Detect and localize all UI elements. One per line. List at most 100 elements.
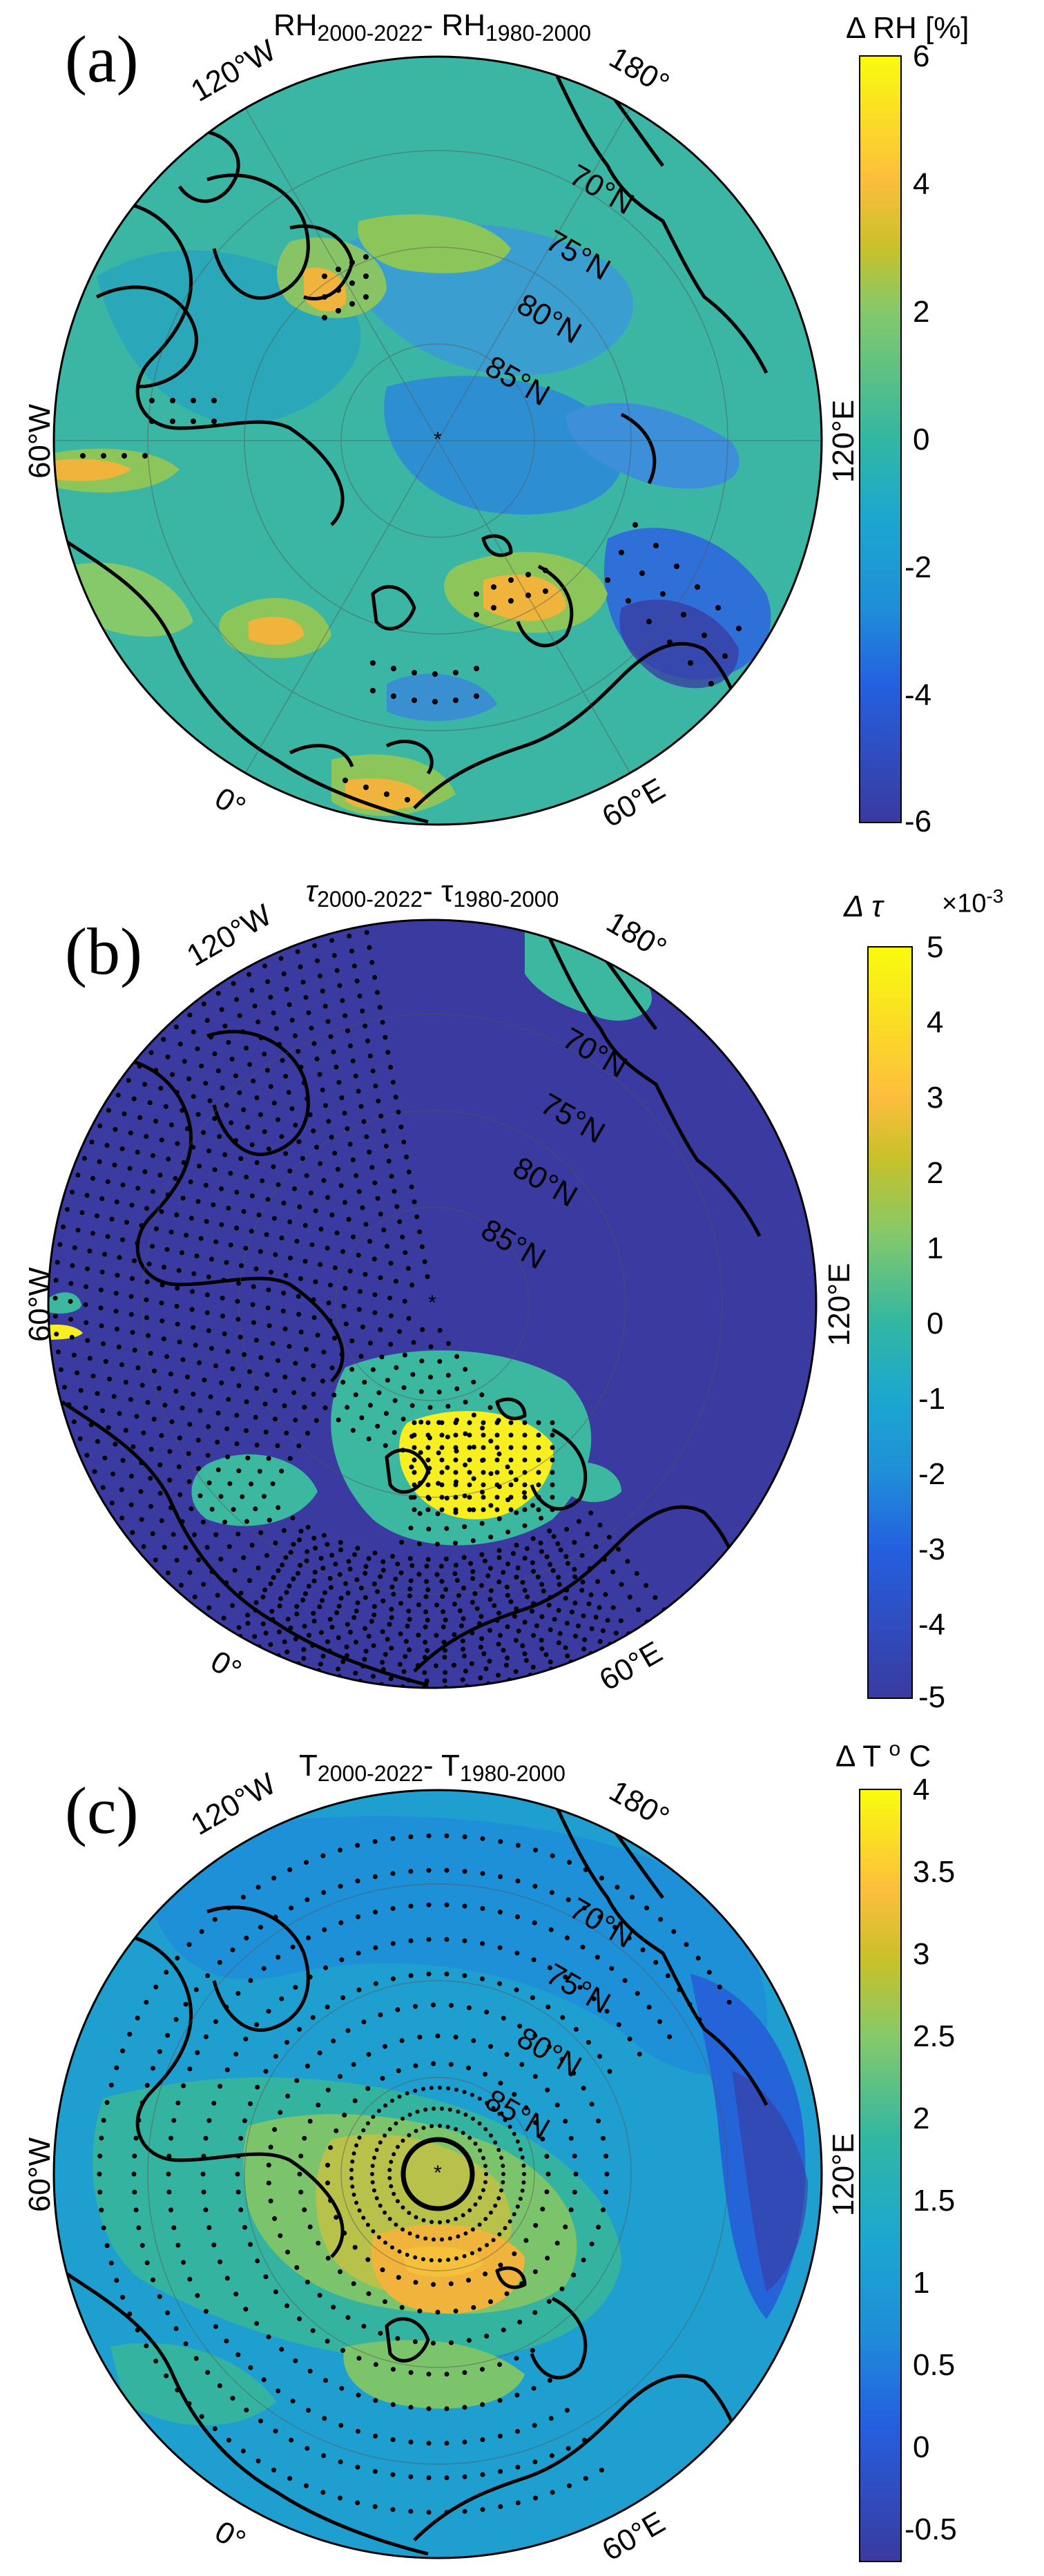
stipple-dot — [356, 2392, 361, 2398]
stipple-dot — [318, 1227, 324, 1232]
stipple-dot — [536, 1470, 541, 1475]
stipple-dot — [288, 1256, 293, 1260]
stipple-dot — [286, 1090, 291, 1095]
stipple-dot — [717, 1984, 722, 1990]
stipple-dot — [106, 1108, 111, 1113]
stipple-dot — [407, 1556, 413, 1561]
stipple-dot — [202, 1377, 207, 1383]
stipple-dot — [115, 1273, 120, 1278]
stipple-dot — [167, 1449, 173, 1454]
stipple-dot — [209, 1569, 215, 1575]
stipple-dot — [564, 1526, 570, 1532]
stipple-dot — [326, 1300, 331, 1306]
stipple-dot — [390, 2507, 396, 2512]
stipple-dot — [442, 1655, 447, 1660]
stipple-dot — [522, 1482, 528, 1488]
stipple-dot — [466, 2278, 471, 2283]
colorbar — [859, 1789, 902, 2562]
stipple-dot — [407, 2133, 412, 2137]
stipple-dot — [383, 2133, 387, 2138]
stipple-dot — [588, 1592, 594, 1597]
stipple-dot — [295, 949, 300, 954]
stipple-dot — [426, 2406, 432, 2412]
stipple-dot — [487, 1566, 493, 1571]
stipple-dot — [687, 2001, 693, 2007]
stipple-dot — [385, 1378, 390, 1383]
stipple-dot — [283, 1273, 289, 1278]
stipple-dot — [329, 1553, 335, 1558]
stipple-dot — [342, 2113, 347, 2117]
stipple-dot — [443, 1556, 449, 1561]
stipple-dot — [188, 1506, 194, 1512]
stipple-dot — [467, 1482, 472, 1488]
colorbar-tick: 3.5 — [913, 1855, 956, 1889]
stipple-dot — [62, 1385, 67, 1390]
stipple-dot — [273, 1540, 278, 1546]
stipple-dot — [276, 1358, 281, 1363]
stipple-dot — [262, 1494, 267, 1499]
stipple-dot — [114, 2065, 119, 2070]
stipple-dot — [159, 1518, 164, 1524]
stipple-dot — [247, 1061, 253, 1067]
stipple-dot — [240, 1029, 246, 1035]
stipple-dot — [390, 2437, 396, 2443]
stipple-dot — [228, 1171, 233, 1176]
colorbar-tick: 3 — [927, 1081, 944, 1115]
stipple-dot — [165, 2032, 171, 2038]
stipple-dot — [366, 1436, 371, 1441]
stipple-dot — [388, 1676, 394, 1682]
stipple-dot — [277, 1629, 282, 1635]
stipple-dot — [706, 1970, 712, 1975]
stipple-dot — [610, 1569, 616, 1575]
stipple-dot — [453, 1507, 458, 1512]
stipple-dot — [488, 1588, 494, 1593]
stipple-dot — [203, 2309, 209, 2314]
stipple-dot — [550, 1507, 555, 1512]
stipple-dot — [168, 2135, 173, 2141]
stipple-dot — [221, 1615, 226, 1621]
stipple-dot — [539, 1614, 545, 1619]
stipple-dot — [108, 2260, 114, 2266]
stipple-dot — [318, 1662, 323, 1667]
stipple-dot — [467, 2208, 472, 2213]
stipple-dot — [206, 1424, 211, 1430]
stipple-dot — [273, 1416, 278, 1422]
stipple-dot — [481, 1420, 486, 1425]
stipple-dot — [421, 2257, 425, 2262]
stipple-dot — [337, 983, 342, 988]
colorbar-tick: 0 — [927, 1307, 944, 1340]
stipple-dot — [301, 1655, 307, 1661]
stipple-dot — [354, 1608, 359, 1614]
stipple-dot — [215, 1467, 221, 1472]
stipple-dot — [338, 1539, 343, 1545]
stipple-dot — [445, 1372, 451, 1378]
stipple-dot — [224, 2338, 229, 2344]
stipple-dot — [385, 1050, 391, 1055]
stipple-dot — [229, 1120, 234, 1126]
stipple-dot — [235, 2171, 240, 2177]
stipple-dot — [131, 1096, 137, 1102]
stipple-dot — [347, 1142, 353, 1147]
stipple-dot — [454, 1386, 460, 1392]
colorbar — [867, 946, 913, 1699]
stipple-dot — [327, 1575, 333, 1581]
stipple-dot — [151, 1416, 157, 1422]
stipple-dot — [248, 2101, 253, 2106]
stipple-dot — [622, 1978, 628, 1983]
stipple-dot — [106, 1425, 111, 1430]
stipple-dot — [235, 1531, 241, 1537]
stipple-dot — [454, 2127, 458, 2131]
stipple-dot — [513, 1669, 519, 1674]
stipple-dot — [445, 1434, 450, 1440]
stipple-dot — [392, 2152, 396, 2157]
stipple-dot — [494, 1494, 500, 1500]
stipple-dot — [159, 1300, 164, 1306]
stipple-dot — [462, 2090, 467, 2095]
stipple-dot — [425, 1507, 431, 1512]
stipple-dot — [557, 1582, 562, 1587]
stipple-dot — [187, 1570, 193, 1575]
stipple-dot — [466, 2065, 471, 2070]
stipple-dot — [206, 1605, 212, 1611]
title-sub1: 2000-2022 — [317, 887, 423, 912]
stipple-dot — [186, 1942, 192, 1948]
